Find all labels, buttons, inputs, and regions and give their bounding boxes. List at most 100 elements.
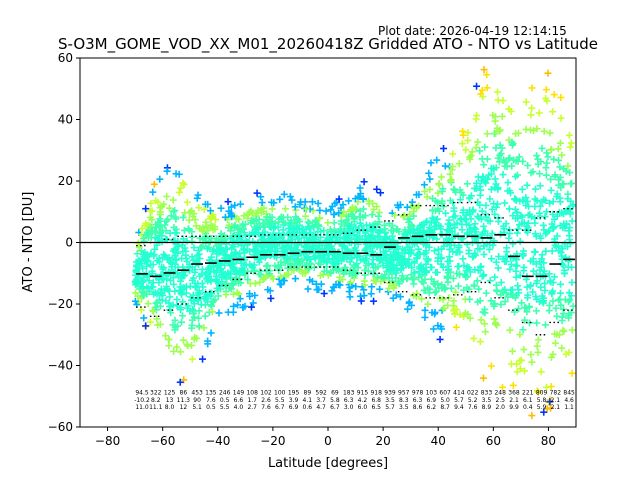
stat-cell: 5.5: [275, 397, 285, 404]
scatter-point: [480, 250, 488, 258]
scatter-point: [200, 205, 208, 213]
scatter-point: [518, 213, 526, 221]
stat-cell: 69: [331, 390, 339, 397]
scatter-point: [460, 286, 468, 294]
scatter-point: [327, 206, 335, 214]
scatter-point: [241, 231, 249, 239]
scatter-point: [450, 204, 458, 212]
scatter-point: [284, 213, 292, 221]
scatter-point: [434, 322, 442, 330]
scatter-point: [276, 195, 284, 203]
scatter-point: [261, 274, 269, 282]
scatter-point: [322, 207, 330, 215]
scatter-point: [244, 210, 252, 218]
scatter-point: [515, 305, 523, 313]
scatter-point: [560, 327, 568, 335]
scatter-point: [542, 86, 550, 94]
scatter-point: [532, 293, 540, 301]
y-tick-label: −20: [48, 297, 73, 311]
scatter-point: [427, 275, 435, 283]
scatter-point: [268, 198, 276, 206]
scatter-point: [557, 184, 565, 192]
scatter-point: [450, 307, 458, 315]
scatter-point: [372, 264, 380, 272]
scatter-point: [541, 286, 549, 294]
scatter-point: [464, 129, 472, 137]
scatter-point: [449, 150, 457, 158]
scatter-point: [474, 245, 482, 253]
scatter-point: [547, 404, 555, 412]
scatter-point: [172, 256, 180, 264]
scatter-point: [446, 197, 454, 205]
scatter-point: [173, 343, 181, 351]
scatter-point: [188, 316, 196, 324]
scatter-point: [259, 208, 267, 216]
scatter-point: [339, 241, 347, 249]
stat-cell: 103: [426, 390, 438, 397]
scatter-point: [527, 111, 535, 119]
plot-date-label: Plot date: 2026-04-19 12:14:15: [378, 24, 567, 38]
scatter-point: [483, 71, 491, 79]
scatter-point: [360, 178, 368, 186]
stat-cell: 6.3: [344, 397, 354, 404]
scatter-point: [149, 261, 157, 269]
scatter-point: [206, 289, 214, 297]
stat-cell: 94.5: [135, 390, 149, 397]
scatter-point: [428, 309, 436, 317]
scatter-point: [341, 263, 349, 271]
scatter-point: [178, 254, 186, 262]
scatter-point: [207, 292, 215, 300]
scatter-point: [556, 173, 564, 181]
scatter-point: [429, 206, 437, 214]
scatter-point: [421, 275, 429, 283]
stat-cell: 89: [304, 390, 312, 397]
stat-cell: 453: [191, 390, 203, 397]
scatter-point: [149, 188, 157, 196]
scatter-point: [157, 285, 165, 293]
scatter-point: [493, 321, 501, 329]
scatter-point: [192, 222, 200, 230]
scatter-point: [482, 289, 490, 297]
scatter-point: [470, 334, 478, 342]
scatter-point: [553, 232, 561, 240]
scatter-point: [190, 335, 198, 343]
stat-cell: 5.2: [468, 397, 478, 404]
scatter-point: [501, 258, 509, 266]
scatter-point: [211, 225, 219, 233]
scatter-point: [487, 362, 495, 370]
scatter-point: [323, 255, 331, 263]
scatter-point: [180, 180, 188, 188]
scatter-point: [407, 221, 415, 229]
scatter-point: [222, 291, 230, 299]
stat-cell: 12: [180, 404, 188, 411]
scatter-point: [462, 266, 470, 274]
scatter-point: [288, 196, 296, 204]
stat-cell: 5.0: [440, 397, 450, 404]
scatter-point: [144, 300, 152, 308]
scatter-point: [180, 226, 188, 234]
stat-cell: 809: [536, 390, 548, 397]
chart-title: S-O3M_GOME_VOD_XX_M01_20260418Z Gridded …: [57, 35, 598, 53]
scatter-point: [267, 242, 275, 250]
stat-cell: 957: [398, 390, 410, 397]
scatter-point: [497, 150, 505, 158]
scatter-point: [463, 220, 471, 228]
scatter-point: [421, 313, 429, 321]
scatter-point: [164, 270, 172, 278]
scatter-point: [478, 207, 486, 215]
scatter-point: [542, 230, 550, 238]
scatter-point: [527, 169, 535, 177]
scatter-point: [186, 293, 194, 301]
scatter-point: [195, 314, 203, 322]
stat-cell: 7.6: [206, 397, 216, 404]
scatter-point: [463, 180, 471, 188]
scatter-point: [263, 240, 271, 248]
scatter-point: [268, 205, 276, 213]
stat-cell: 5.8: [330, 397, 340, 404]
scatter-point: [412, 238, 420, 246]
scatter-point: [510, 156, 518, 164]
scatter-point: [294, 215, 302, 223]
scatter-point: [481, 309, 489, 317]
scatter-point: [447, 284, 455, 292]
scatter-point: [376, 227, 384, 235]
